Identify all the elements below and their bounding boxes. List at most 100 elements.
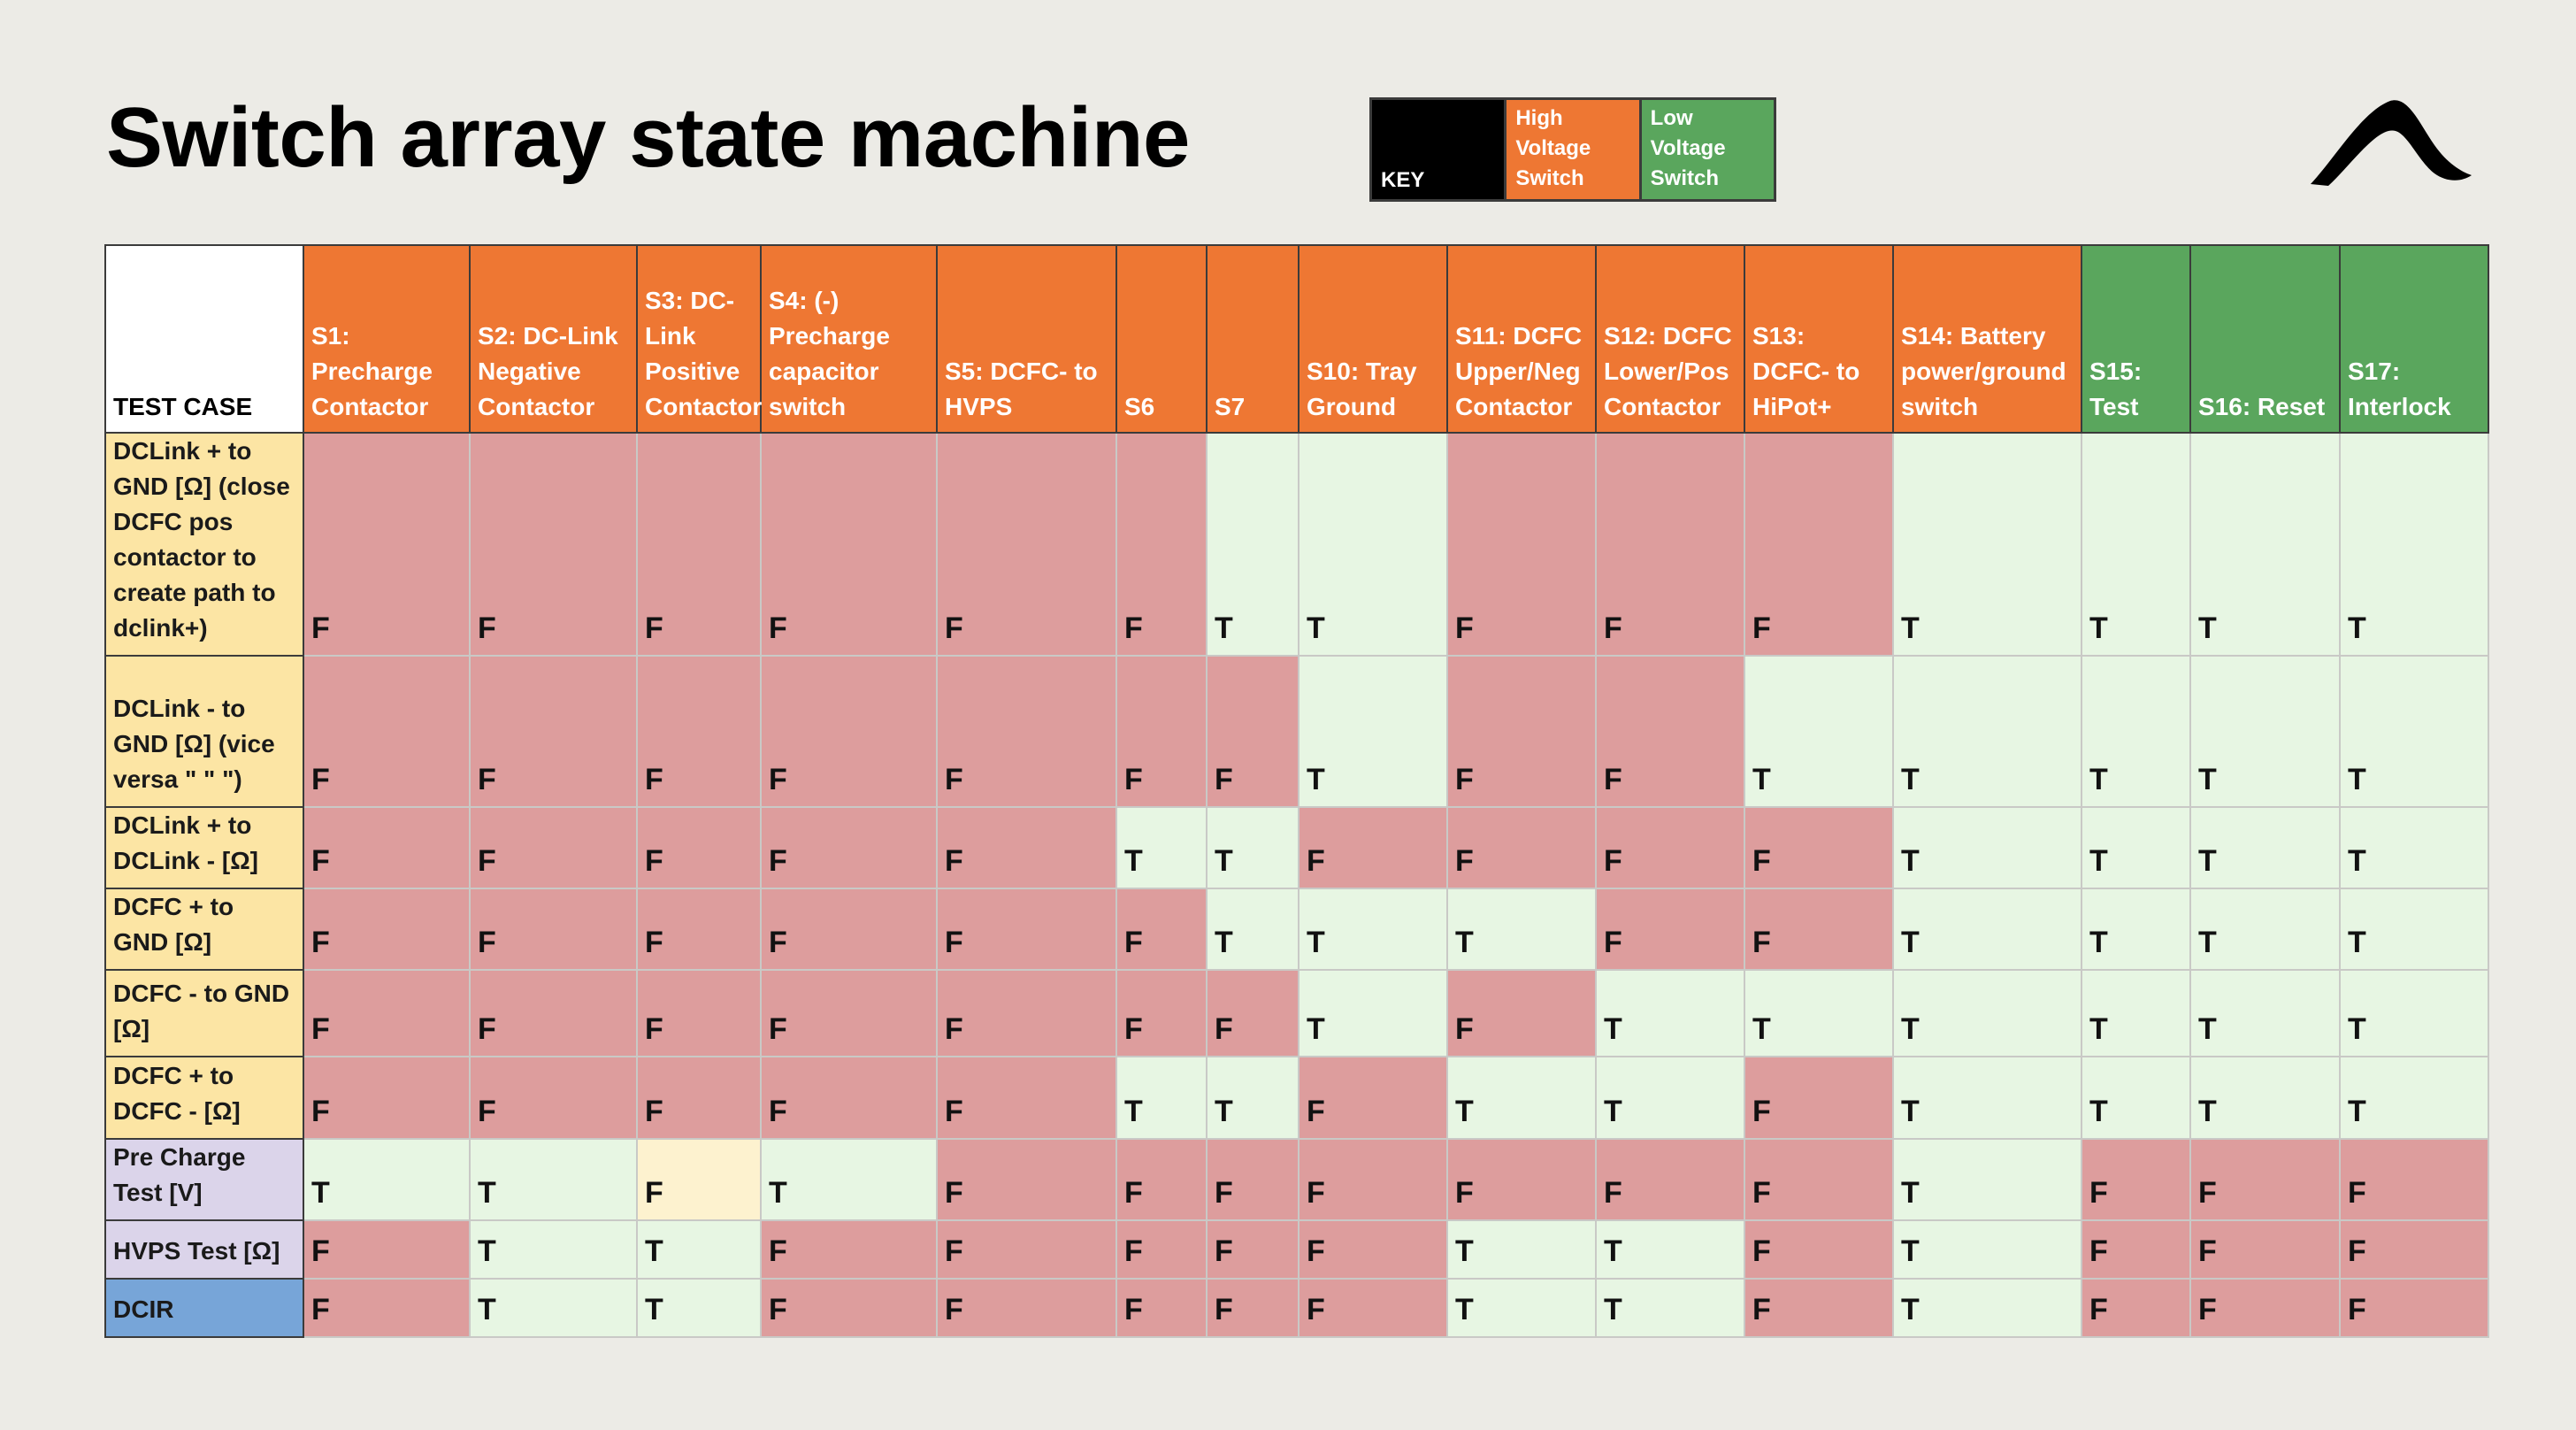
state-cell: T — [1446, 1219, 1597, 1280]
state-cell: F — [636, 655, 762, 808]
state-cell: F — [636, 431, 762, 657]
switch-state-table: TEST CASE S1: Precharge Contactor S2: DC-… — [104, 244, 2489, 1339]
key-label-cell: KEY — [1372, 100, 1505, 199]
state-cell: F — [1116, 969, 1208, 1058]
state-cell: F — [1744, 887, 1894, 972]
state-cell: F — [1744, 805, 1894, 889]
state-cell: T — [2081, 969, 2191, 1058]
row-header: DCFC + to DCFC - [Ω] — [104, 1056, 304, 1140]
state-cell: F — [936, 1219, 1117, 1280]
table-row: HVPS Test [Ω] F T T F F F F F T T F T F F F — [104, 1219, 2489, 1280]
table-row: DCFC + to DCFC - [Ω] F F F F F T T F T T F T T T T — [104, 1056, 2489, 1140]
state-cell: F — [636, 969, 762, 1058]
state-cell: T — [2081, 887, 2191, 972]
state-cell: T — [2081, 1056, 2191, 1140]
state-cell: T — [636, 1219, 762, 1280]
column-header: S2: DC-Link Negative Contactor — [469, 244, 638, 434]
state-cell: T — [1892, 655, 2082, 808]
state-cell: F — [636, 805, 762, 889]
state-cell: F — [2081, 1137, 2191, 1221]
page-title: Switch array state machine — [106, 90, 1190, 185]
state-cell: T — [1206, 1056, 1300, 1140]
state-cell: F — [760, 1277, 938, 1339]
state-cell: F — [1446, 805, 1597, 889]
state-cell: F — [303, 1277, 471, 1339]
state-cell: F — [760, 887, 938, 972]
state-cell: F — [1116, 431, 1208, 657]
state-cell: F — [936, 969, 1117, 1058]
state-cell: T — [2081, 805, 2191, 889]
state-cell: T — [2339, 655, 2489, 808]
column-header: S14: Battery power/ground switch — [1892, 244, 2082, 434]
state-cell: F — [469, 1056, 638, 1140]
state-cell: F — [936, 1277, 1117, 1339]
column-header: S4: (-) Precharge capacitor switch — [760, 244, 938, 434]
state-cell: T — [1595, 1219, 1745, 1280]
table-row: DCFC + to GND [Ω] F F F F F F T T T F F T T T T — [104, 887, 2489, 972]
state-cell: T — [2081, 655, 2191, 808]
state-cell: F — [1595, 1137, 1745, 1221]
state-cell: F — [1298, 1219, 1448, 1280]
state-cell: F — [1446, 655, 1597, 808]
column-header: S11: DCFC Upper/Neg Contactor — [1446, 244, 1597, 434]
state-cell: T — [1892, 431, 2082, 657]
state-cell: F — [1206, 1219, 1300, 1280]
state-cell: F — [1595, 655, 1745, 808]
state-cell: F — [1116, 1219, 1208, 1280]
column-header: S5: DCFC- to HVPS — [936, 244, 1117, 434]
state-cell: F — [469, 969, 638, 1058]
state-cell: T — [1298, 887, 1448, 972]
state-cell: T — [2189, 887, 2341, 972]
state-cell: T — [469, 1277, 638, 1339]
state-cell: F — [1744, 431, 1894, 657]
state-cell: F — [1116, 1277, 1208, 1339]
state-cell: F — [1744, 1056, 1894, 1140]
state-cell: F — [1206, 969, 1300, 1058]
state-cell: F — [469, 431, 638, 657]
key-high-voltage: High Voltage Switch — [1504, 100, 1639, 199]
state-cell: T — [2339, 1056, 2489, 1140]
state-cell: F — [1298, 1277, 1448, 1339]
state-cell: T — [303, 1137, 471, 1221]
state-cell: F — [303, 969, 471, 1058]
state-cell: F — [1446, 431, 1597, 657]
row-header: DCLink - to GND [Ω] (vice versa " " ") — [104, 655, 304, 808]
state-cell: F — [1116, 887, 1208, 972]
state-cell: F — [636, 887, 762, 972]
state-cell: T — [760, 1137, 938, 1221]
state-cell: F — [303, 431, 471, 657]
state-cell: F — [1298, 1137, 1448, 1221]
state-cell: F — [1446, 969, 1597, 1058]
state-cell: T — [1892, 887, 2082, 972]
column-header: S3: DC-Link Positive Contactor — [636, 244, 762, 434]
wave-logo-icon — [2311, 100, 2472, 186]
state-cell: T — [1206, 805, 1300, 889]
state-cell: T — [2339, 887, 2489, 972]
state-cell: F — [1206, 1277, 1300, 1339]
state-cell: F — [636, 1137, 762, 1221]
column-header: S7 — [1206, 244, 1300, 434]
state-cell: F — [1595, 431, 1745, 657]
state-cell: T — [1892, 1277, 2082, 1339]
column-header: S17: Interlock — [2339, 244, 2489, 434]
row-header: DCFC - to GND [Ω] — [104, 969, 304, 1058]
state-cell: T — [1116, 1056, 1208, 1140]
state-cell: F — [760, 655, 938, 808]
state-cell: T — [469, 1137, 638, 1221]
state-cell: F — [469, 655, 638, 808]
state-cell: F — [760, 1056, 938, 1140]
state-cell: F — [1206, 1137, 1300, 1221]
state-cell: T — [1595, 969, 1745, 1058]
state-cell: F — [2081, 1277, 2191, 1339]
state-cell: F — [1744, 1277, 1894, 1339]
state-cell: F — [636, 1056, 762, 1140]
state-cell: F — [1298, 805, 1448, 889]
state-cell: T — [1298, 431, 1448, 657]
state-cell: F — [303, 1056, 471, 1140]
state-cell: T — [1595, 1056, 1745, 1140]
state-cell: F — [936, 431, 1117, 657]
state-cell: F — [760, 1219, 938, 1280]
state-cell: F — [303, 805, 471, 889]
state-cell: F — [760, 969, 938, 1058]
state-cell: T — [1298, 969, 1448, 1058]
